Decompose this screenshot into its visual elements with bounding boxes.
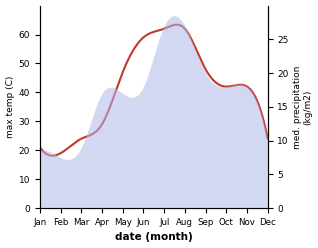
X-axis label: date (month): date (month) (115, 232, 193, 243)
Y-axis label: med. precipitation
(kg/m2): med. precipitation (kg/m2) (293, 65, 313, 149)
Y-axis label: max temp (C): max temp (C) (5, 76, 15, 138)
